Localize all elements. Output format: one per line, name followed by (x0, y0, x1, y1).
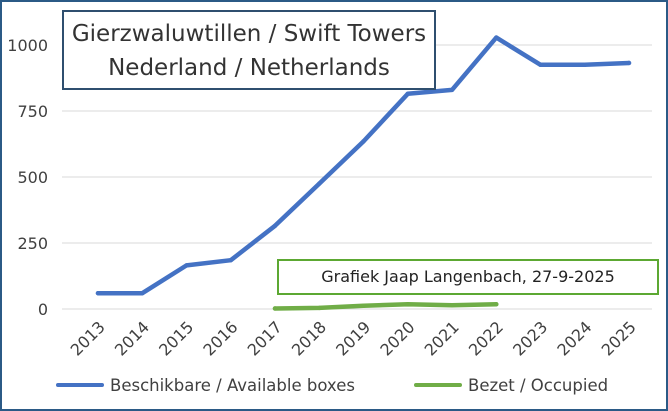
data-point-0-2015 (184, 263, 189, 268)
legend-label-available: Beschikbare / Available boxes (110, 375, 355, 395)
x-tick-label-2023: 2023 (509, 317, 551, 359)
x-tick-label-2016: 2016 (199, 317, 241, 359)
data-point-0-2013 (95, 290, 101, 296)
data-point-1-2017 (272, 306, 278, 311)
y-tick-label-500: 500 (17, 168, 48, 187)
data-point-0-2020 (405, 91, 410, 97)
data-point-0-2016 (228, 257, 233, 263)
legend-swatch-occupied (414, 383, 462, 387)
data-point-1-2019 (361, 303, 366, 309)
data-point-1-2018 (317, 305, 322, 311)
x-tick-label-2013: 2013 (67, 317, 109, 359)
chart-subtitle: Nederland / Netherlands (108, 55, 390, 81)
chart-title: Gierzwaluwtillen / Swift Towers (71, 21, 427, 47)
x-tick-label-2017: 2017 (244, 317, 286, 359)
x-tick-label-2021: 2021 (421, 317, 463, 359)
chart-title-box: Gierzwaluwtillen / Swift Towers Nederlan… (62, 10, 436, 90)
legend-item-occupied: Bezet / Occupied (414, 372, 608, 398)
data-point-0-2024 (582, 62, 587, 67)
y-tick-label-1000: 1000 (7, 36, 48, 55)
data-point-0-2023 (538, 62, 543, 67)
series-line-1 (272, 301, 499, 311)
y-tick-label-250: 250 (17, 234, 48, 253)
data-point-0-2025 (626, 60, 632, 66)
legend-swatch-available (56, 383, 104, 387)
y-tick-label-750: 750 (17, 102, 48, 121)
x-tick-label-2014: 2014 (111, 317, 153, 359)
x-tick-label-2015: 2015 (155, 317, 197, 359)
data-point-0-2017 (272, 223, 278, 229)
data-point-0-2014 (140, 290, 145, 296)
legend-item-available: Beschikbare / Available boxes (56, 372, 355, 398)
data-point-0-2021 (449, 87, 455, 93)
y-tick-label-0: 0 (38, 300, 48, 319)
data-point-0-2022 (494, 35, 499, 40)
data-point-1-2022 (494, 302, 499, 307)
x-tick-label-2019: 2019 (332, 317, 374, 359)
legend-label-occupied: Bezet / Occupied (468, 375, 609, 395)
x-tick-label-2022: 2022 (465, 317, 507, 359)
chart-credit-annotation: Grafiek Jaap Langenbach, 27-9-2025 (277, 259, 659, 295)
data-point-1-2021 (449, 303, 455, 308)
data-point-1-2020 (405, 302, 410, 307)
x-tick-label-2020: 2020 (376, 317, 418, 359)
chart-legend: Beschikbare / Available boxes Bezet / Oc… (0, 372, 668, 398)
x-tick-label-2025: 2025 (598, 317, 640, 359)
x-tick-label-2024: 2024 (553, 317, 595, 359)
data-point-0-2019 (361, 139, 366, 144)
x-tick-label-2018: 2018 (288, 317, 330, 359)
data-point-0-2018 (317, 181, 322, 186)
